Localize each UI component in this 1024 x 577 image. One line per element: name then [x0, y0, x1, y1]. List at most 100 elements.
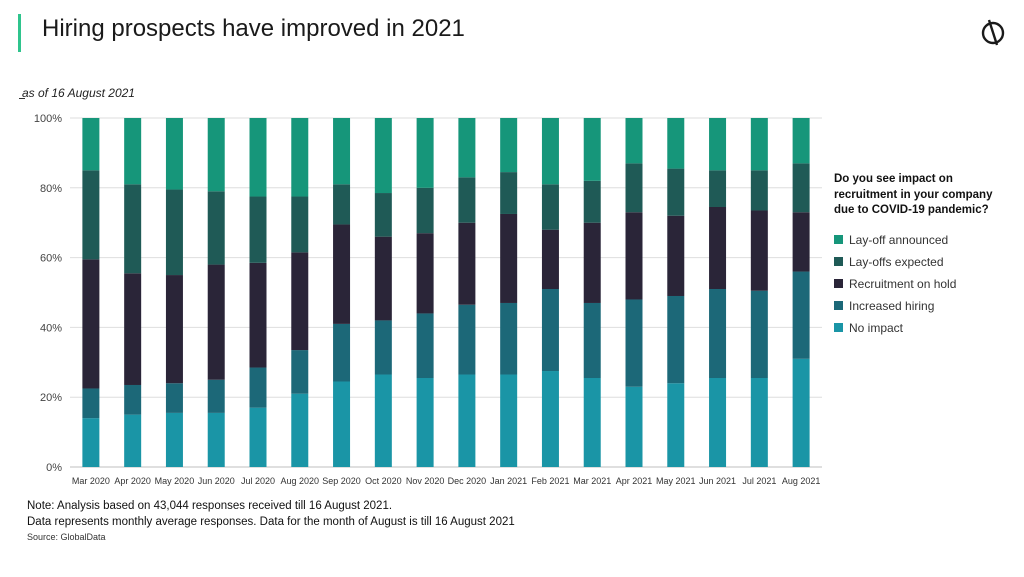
bar-column: [207, 118, 225, 467]
x-tick-label: May 2020: [155, 476, 195, 486]
legend-label: Increased hiring: [849, 298, 935, 313]
bar-segment: [416, 233, 434, 314]
bar-segment: [207, 379, 225, 413]
bar-column: [625, 118, 643, 467]
bar-segment: [124, 384, 142, 415]
as-of-date: as of 16 August 2021: [22, 86, 135, 100]
bar-segment: [82, 259, 100, 389]
bar-segment: [792, 212, 810, 272]
x-tick-label: Aug 2021: [782, 476, 821, 486]
bar-segment: [458, 304, 476, 375]
bar-segment: [165, 275, 183, 384]
bar-column: [249, 118, 267, 467]
bar-column: [333, 118, 351, 467]
bar-column: [124, 118, 142, 467]
y-tick-label: 0%: [46, 462, 62, 474]
bar-column: [458, 118, 476, 467]
bar-column: [500, 118, 518, 467]
bar-segment: [458, 118, 476, 178]
bar-segment: [500, 213, 518, 303]
bar-segment: [500, 374, 518, 467]
bar-segment: [709, 206, 727, 290]
globaldata-logo-icon: [981, 19, 1005, 46]
x-tick-label: May 2021: [656, 476, 696, 486]
subtitle-marker: [19, 98, 25, 99]
bar-segment: [625, 212, 643, 300]
x-tick-label: Jun 2021: [699, 476, 736, 486]
bar-segment: [82, 170, 100, 260]
bar-segment: [333, 381, 351, 467]
x-tick-label: Sep 2020: [322, 476, 361, 486]
bar-column: [291, 118, 309, 467]
legend: Do you see impact on recruitment in your…: [834, 172, 1014, 339]
bar-segment: [291, 118, 309, 197]
bar-column: [667, 118, 685, 467]
bar-segment: [249, 196, 267, 263]
bar-segment: [416, 118, 434, 188]
legend-title: Do you see impact on recruitment in your…: [834, 173, 993, 216]
bar-segment: [541, 371, 559, 467]
bar-segment: [500, 302, 518, 375]
x-tick-label: Mar 2020: [72, 476, 110, 486]
bar-column: [541, 118, 559, 467]
y-tick-label: 80%: [40, 183, 62, 195]
bar-segment: [291, 350, 309, 394]
bar-segment: [709, 289, 727, 379]
bar-segment: [124, 184, 142, 274]
bar-segment: [374, 374, 392, 467]
bar-segment: [249, 407, 267, 467]
bar-column: [583, 118, 601, 467]
bar-segment: [583, 180, 601, 223]
x-tick-label: Apr 2020: [114, 476, 151, 486]
x-tick-label: Oct 2020: [365, 476, 402, 486]
bar-segment: [458, 177, 476, 223]
legend-swatch: [834, 279, 843, 288]
bar-column: [165, 118, 183, 467]
bar-segment: [625, 163, 643, 213]
legend-item-no-impact: No impact: [834, 317, 1014, 339]
bar-column: [792, 118, 810, 467]
bar-segment: [750, 118, 768, 171]
legend-item-increased-hiring: Increased hiring: [834, 295, 1014, 317]
y-axis-ticks: 0% 20% 40% 60% 80% 100%: [34, 113, 62, 474]
bar-segment: [124, 118, 142, 185]
bar-segment: [165, 383, 183, 413]
bar-segment: [333, 224, 351, 324]
bar-segment: [750, 210, 768, 291]
legend-item-layoff-announced: Lay-off announced: [834, 229, 1014, 251]
legend-label: Lay-off announced: [849, 232, 949, 247]
x-tick-label: Mar 2021: [573, 476, 611, 486]
bar-segment: [667, 295, 685, 384]
page-title: Hiring prospects have improved in 2021: [42, 15, 465, 42]
bar-segment: [124, 414, 142, 467]
y-tick-label: 60%: [40, 253, 62, 265]
footnote-line-2: Data represents monthly average response…: [27, 516, 515, 528]
bar-segment: [750, 290, 768, 379]
bar-segment: [709, 378, 727, 467]
bar-segment: [291, 196, 309, 253]
bar-segment: [500, 118, 518, 173]
bar-segment: [165, 412, 183, 467]
bar-segment: [333, 184, 351, 225]
bar-segment: [291, 393, 309, 467]
bar-segment: [667, 118, 685, 169]
bar-segment: [165, 118, 183, 190]
bar-segment: [625, 299, 643, 387]
legend-item-recruitment-on-hold: Recruitment on hold: [834, 273, 1014, 295]
bar-segment: [667, 215, 685, 296]
x-tick-label: Jun 2020: [198, 476, 235, 486]
bar-segment: [709, 118, 727, 171]
footnote-line-1: Note: Analysis based on 43,044 responses…: [27, 500, 393, 512]
x-tick-label: Feb 2021: [531, 476, 569, 486]
footnote: Note: Analysis based on 43,044 responses…: [27, 498, 515, 530]
bar-segment: [374, 118, 392, 194]
bar-segment: [207, 264, 225, 380]
x-tick-label: Apr 2021: [616, 476, 653, 486]
bar-segment: [458, 222, 476, 305]
title-accent-bar: [18, 14, 21, 52]
gridlines: [70, 117, 822, 468]
bar-segment: [333, 323, 351, 382]
bar-segment: [500, 172, 518, 214]
source-note: Source: GlobalData: [27, 532, 106, 542]
bar-segment: [249, 262, 267, 368]
